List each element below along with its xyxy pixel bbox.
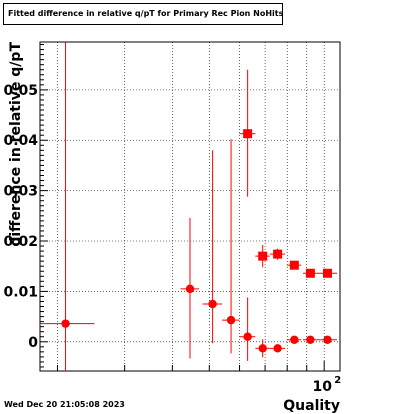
- circle-marker: [273, 344, 282, 353]
- x-tick-label: 10: [312, 379, 332, 395]
- circle-marker: [243, 332, 252, 341]
- grid: [40, 42, 340, 371]
- y-tick-label: 0.03: [3, 184, 38, 200]
- square-marker: [322, 268, 332, 278]
- y-tick-label: 0.04: [3, 133, 38, 149]
- y-axis-label: difference in relative q/pT: [8, 42, 24, 247]
- chart-title: Fitted difference in relative q/pT for P…: [3, 3, 283, 25]
- circle-marker: [226, 315, 236, 325]
- data-markers: [40, 42, 337, 371]
- square-marker: [243, 129, 253, 139]
- square-marker: [305, 268, 315, 278]
- square-marker: [289, 260, 299, 270]
- square-marker: [258, 251, 268, 261]
- y-tick-label: 0.05: [3, 83, 38, 99]
- circle-marker: [258, 344, 267, 353]
- timestamp: Wed Dec 20 21:05:08 2023: [4, 400, 125, 409]
- square-marker: [273, 249, 283, 259]
- axis-ticks: 0 0.01 0.02 0.03 0.04 0.05 10 2: [3, 44, 341, 395]
- y-tick-label: 0: [28, 335, 38, 351]
- circle-marker: [290, 335, 299, 344]
- circle-marker: [185, 284, 195, 294]
- plot-frame: [39, 41, 341, 372]
- x-axis-label: Quality: [283, 398, 340, 414]
- y-tick-label: 0.01: [3, 284, 38, 300]
- circle-marker: [306, 335, 315, 344]
- circle-marker: [208, 299, 217, 309]
- circle-marker: [61, 319, 70, 328]
- circle-marker: [323, 335, 332, 344]
- y-tick-label: 0.02: [3, 234, 38, 250]
- x-tick-label-exponent: 2: [334, 375, 341, 386]
- axis-labels: difference in relative q/pT Quality: [8, 42, 340, 414]
